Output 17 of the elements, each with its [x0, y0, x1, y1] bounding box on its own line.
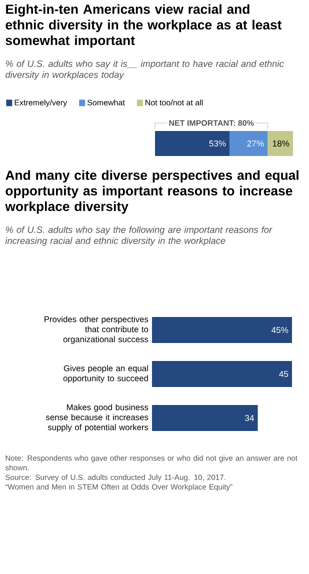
data-label: 45%: [271, 326, 288, 334]
y-tick-label: Provides other perspectives that contribute to organizational success: [44, 316, 148, 344]
legend-label: Not too/not at all: [146, 100, 203, 106]
chart-subtitle: % of U.S. adults who say it is__ important to have racial and ethnic diversity in workplaces today: [6, 60, 284, 80]
chart-title: Eight-in-ten Americans view racial and ethnic diversity in the workplace as at least somewhat important: [6, 4, 282, 48]
data-label: 53%: [209, 140, 226, 147]
chart-title: And many cite diverse perspectives and equal opportunity as important reasons to increase workplace diversity: [5, 170, 298, 214]
data-label: 27%: [247, 140, 264, 147]
chart-subtitle: % of U.S. adults who say the following are important reasons for increasing racial and ethnic diversity in the workplace: [5, 226, 272, 246]
data-label: 45: [279, 371, 288, 377]
y-tick-label: Makes good business sense because it increases supply of potential workers: [46, 404, 148, 432]
y-tick-label: Gives people an equal opportunity to succeed: [63, 365, 148, 383]
text: NET IMPORTANT: 80%: [169, 120, 254, 126]
legend-label: Somewhat: [87, 100, 125, 106]
legend-label: Extremely/very: [14, 100, 68, 107]
data-label: 18%: [272, 140, 290, 147]
data-label: 34: [245, 414, 254, 422]
